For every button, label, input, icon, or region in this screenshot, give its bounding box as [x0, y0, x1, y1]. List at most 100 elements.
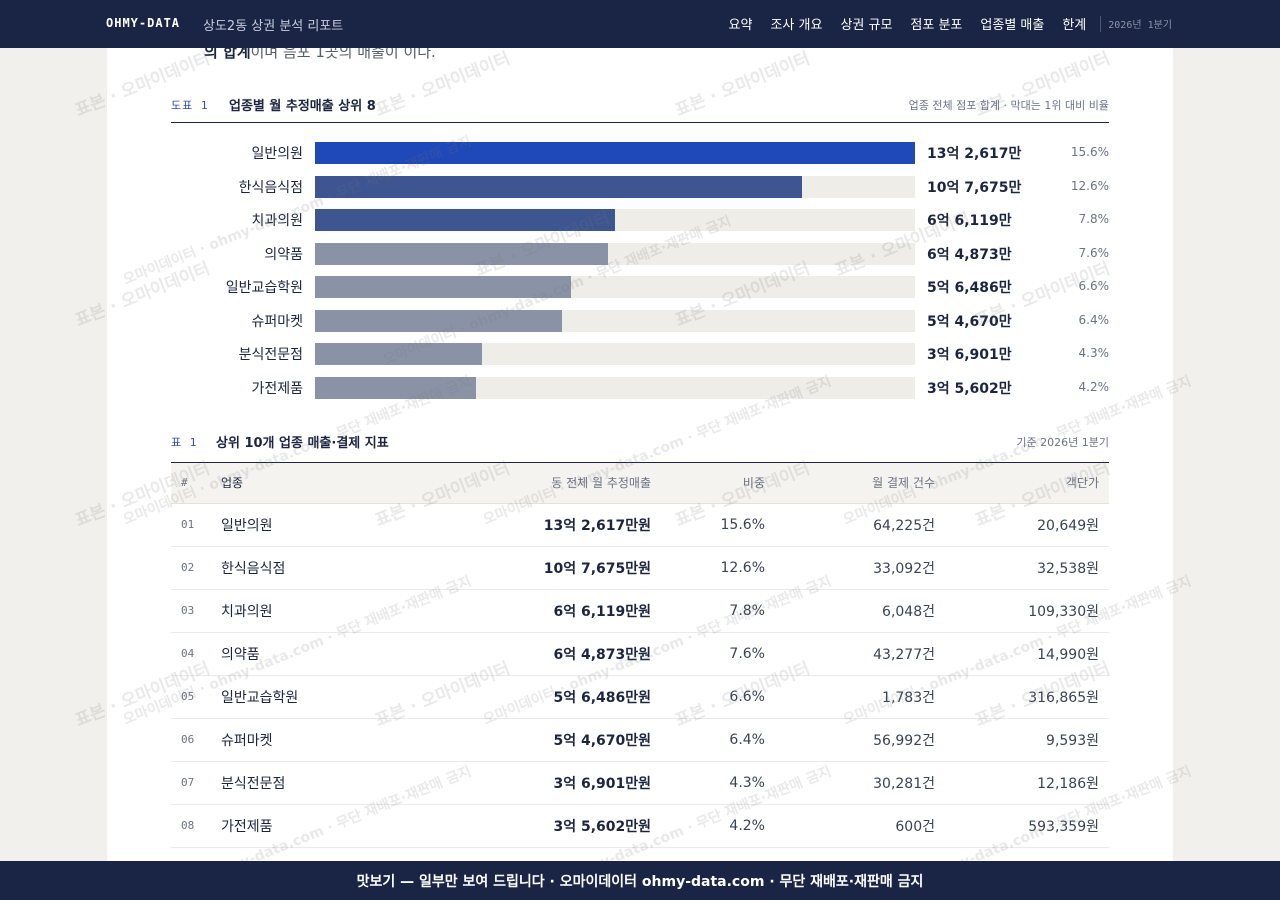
bar-track [315, 343, 915, 365]
cell-avg-ticket: 14,990원 [945, 632, 1109, 676]
top-navbar: OHMY-DATA 상도2동 상권 분석 리포트 요약 조사 개요 상권 규모 … [0, 0, 1280, 48]
bar-category-label: 가전제품 [251, 380, 303, 397]
bar-share-label: 4.3% [1078, 346, 1110, 360]
bar-track [315, 242, 915, 265]
bar-value-label: 10억 7,675만 [927, 179, 1022, 196]
cell-rank: 08 [171, 804, 211, 848]
nav-item-store-distribution[interactable]: 점포 분포 [910, 18, 963, 33]
bar-value-label: 6억 4,873만 [927, 246, 1012, 263]
nav-item-limitations[interactable]: 한계 [1062, 18, 1087, 33]
bar-category-label: 슈퍼마켓 [251, 313, 303, 330]
table-header: 표 1 상위 10개 업종 매출·결제 지표 기준 2026년 1분기 [171, 430, 1109, 463]
bar [315, 309, 562, 332]
bar-share-label: 15.6% [1070, 145, 1109, 159]
cell-industry: 분식전문점 [211, 761, 431, 805]
bar [315, 376, 476, 399]
table-row: 04 의약품 6억 4,873만원 7.6% 43,277건 14,990원 [171, 632, 1109, 676]
cell-transactions: 43,277건 [775, 632, 945, 676]
cell-rank: 05 [171, 675, 211, 719]
table-row: 02 한식음식점 10억 7,675만원 12.6% 33,092건 32,538원 [171, 546, 1109, 590]
bar-value-label: 5억 6,486만 [927, 280, 1012, 296]
bar-share-label: 7.8% [1078, 212, 1110, 226]
bar-value-label: 13억 2,617만 [927, 146, 1022, 162]
bar-track [315, 309, 915, 332]
bar-share-label: 6.6% [1078, 279, 1110, 293]
bar-share-label: 12.6% [1070, 178, 1109, 193]
cell-rank: 02 [171, 546, 211, 590]
bar-row: 일반의원 13억 2,617만 15.6% [171, 142, 1109, 164]
bar [315, 276, 571, 298]
cell-monthly-sales: 5억 4,670만원 [431, 718, 661, 762]
cell-transactions: 56,992건 [775, 718, 945, 762]
figure-number: 도표 1 [171, 99, 209, 112]
cell-monthly-sales: 3억 5,602만원 [431, 804, 661, 848]
col-monthly-sales: 동 전체 월 추정매출 [431, 463, 661, 504]
table-note: 기준 2026년 1분기 [1016, 436, 1109, 449]
table-header-row: # 업종 동 전체 월 추정매출 비중 월 결제 건수 객단가 [171, 463, 1109, 504]
figure-header: 도표 1 업종별 월 추정매출 상위 8 업종 전체 점포 합계 · 막대는 1… [171, 95, 1109, 123]
cell-rank: 06 [171, 718, 211, 762]
col-transactions: 월 결제 건수 [775, 463, 945, 504]
bar-value-label: 5억 4,670만 [927, 313, 1012, 330]
cell-rank: 07 [171, 761, 211, 805]
cell-transactions: 64,225건 [775, 503, 945, 547]
table-body: 01 일반의원 13억 2,617만원 15.6% 64,225건 20,649원 02 한식… [171, 503, 1109, 848]
bar [315, 242, 608, 265]
bar-row: 가전제품 3억 5,602만 4.2% [171, 376, 1109, 399]
cell-share: 6.4% [661, 718, 775, 762]
nav-item-overview[interactable]: 조사 개요 [770, 18, 823, 33]
bar-category-label: 한식음식점 [238, 179, 303, 196]
sales-table: # 업종 동 전체 월 추정매출 비중 월 결제 건수 객단가 01 일반의원 13… [171, 463, 1109, 848]
cell-monthly-sales: 5억 6,486만원 [431, 675, 661, 719]
cell-rank: 04 [171, 632, 211, 676]
bar-category-label: 의약품 [264, 246, 303, 263]
table-row: 03 치과의원 6억 6,119만원 7.8% 6,048건 109,330원 [171, 589, 1109, 633]
cell-share: 6.6% [661, 675, 775, 719]
bar-row: 일반교습학원 5억 6,486만 6.6% [171, 276, 1109, 298]
cell-avg-ticket: 12,186원 [945, 761, 1109, 805]
cell-industry: 슈퍼마켓 [211, 718, 431, 762]
preview-banner-text: 맛보기 — 일부만 보여 드립니다 · 오마이데이터 ohmy-data.com… [356, 874, 924, 890]
figure-note: 업종 전체 점포 합계 · 막대는 1위 대비 비율 [908, 99, 1109, 112]
cell-share: 12.6% [661, 546, 775, 590]
bar-value-label: 3억 5,602만 [927, 380, 1012, 397]
table-row: 05 일반교습학원 5억 6,486만원 6.6% 1,783건 316,865원 [171, 675, 1109, 719]
bar-row: 분식전문점 3억 6,901만 4.3% [171, 343, 1109, 365]
cell-transactions: 33,092건 [775, 546, 945, 590]
bar-share-label: 6.4% [1078, 312, 1110, 327]
cell-share: 15.6% [661, 503, 775, 547]
bar-row: 한식음식점 10억 7,675만 12.6% [171, 175, 1109, 198]
bar [315, 175, 802, 198]
bar-category-label: 일반의원 [251, 146, 303, 162]
nav-item-sales-by-industry[interactable]: 업종별 매출 [980, 18, 1045, 33]
nav-item-market-size[interactable]: 상권 규모 [840, 18, 893, 33]
cell-avg-ticket: 20,649원 [945, 503, 1109, 547]
table-number: 표 1 [171, 436, 198, 449]
col-industry: 업종 [211, 463, 431, 504]
cell-share: 7.6% [661, 632, 775, 676]
cell-monthly-sales: 6억 4,873만원 [431, 632, 661, 676]
cell-monthly-sales: 6억 6,119만원 [431, 589, 661, 633]
report-page: 의 합계이며 음포 1곳의 매출이 이다. 도표 1 업종별 월 추정매출 상위… [107, 43, 1173, 900]
cell-transactions: 1,783건 [775, 675, 945, 719]
cell-monthly-sales: 3억 6,901만원 [431, 761, 661, 805]
bar-track [315, 175, 915, 198]
bar [315, 343, 482, 365]
col-rank: # [171, 463, 211, 504]
cell-industry: 가전제품 [211, 804, 431, 848]
cell-rank: 03 [171, 589, 211, 633]
col-avg-ticket: 객단가 [945, 463, 1109, 504]
cell-industry: 일반의원 [211, 503, 431, 547]
col-share: 비중 [661, 463, 775, 504]
brand-logo[interactable]: OHMY-DATA [106, 16, 181, 30]
table-row: 06 슈퍼마켓 5억 4,670만원 6.4% 56,992건 9,593원 [171, 718, 1109, 762]
cell-avg-ticket: 593,359원 [945, 804, 1109, 848]
cell-avg-ticket: 9,593원 [945, 718, 1109, 762]
table-title: 상위 10개 업종 매출·결제 지표 [216, 436, 389, 451]
cell-monthly-sales: 10억 7,675만원 [431, 546, 661, 590]
report-title: 상도2동 상권 분석 리포트 [203, 19, 344, 34]
bar-row: 슈퍼마켓 5억 4,670만 6.4% [171, 309, 1110, 332]
preview-banner: 맛보기 — 일부만 보여 드립니다 · 오마이데이터 ohmy-data.com… [0, 861, 1280, 900]
nav-item-summary[interactable]: 요약 [728, 18, 753, 33]
bar-share-label: 7.6% [1078, 245, 1110, 260]
